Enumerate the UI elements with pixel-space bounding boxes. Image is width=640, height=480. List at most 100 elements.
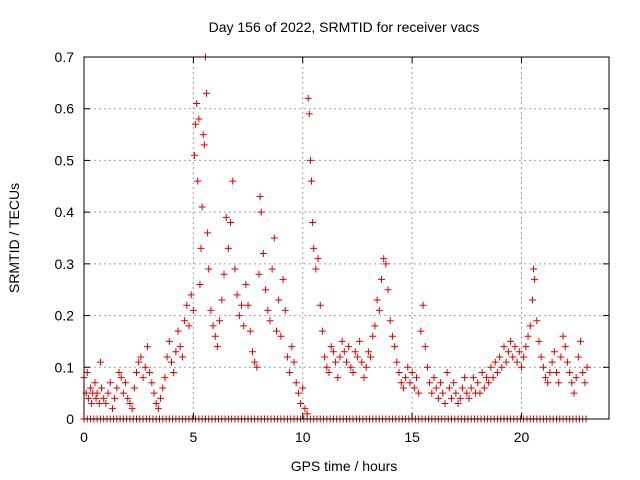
data-point <box>362 363 370 371</box>
data-point <box>345 343 353 351</box>
data-point <box>124 394 132 402</box>
data-point <box>561 343 569 351</box>
data-point <box>384 286 392 294</box>
data-point <box>240 322 248 330</box>
data-point <box>301 405 309 413</box>
data-point <box>487 363 495 371</box>
data-point <box>176 343 184 351</box>
data-point <box>329 348 337 356</box>
data-point <box>360 374 368 382</box>
data-point <box>178 353 186 361</box>
data-point <box>574 353 582 361</box>
data-point <box>304 94 312 102</box>
data-point <box>469 374 477 382</box>
data-point <box>275 296 283 304</box>
data-point <box>281 306 289 314</box>
data-point <box>143 343 151 351</box>
data-point <box>266 317 274 325</box>
data-point <box>213 343 221 351</box>
data-point <box>467 384 475 392</box>
data-point <box>426 379 434 387</box>
data-point <box>434 394 442 402</box>
data-point <box>537 353 545 361</box>
data-point <box>557 353 565 361</box>
axis-ticks <box>83 56 609 420</box>
data-point <box>248 348 256 356</box>
data-point <box>233 291 241 299</box>
data-point <box>531 275 539 283</box>
data-point <box>87 384 95 392</box>
data-point <box>181 317 189 325</box>
data-point <box>391 343 399 351</box>
data-point <box>183 301 191 309</box>
data-point <box>555 379 563 387</box>
data-point <box>563 358 571 366</box>
data-point <box>515 348 523 356</box>
x-tick-label: 15 <box>404 429 420 445</box>
data-point <box>308 177 315 185</box>
data-point <box>312 265 320 273</box>
data-point <box>198 203 206 211</box>
data-point <box>443 368 451 376</box>
data-point <box>572 374 580 382</box>
data-point <box>92 394 100 402</box>
data-point <box>227 218 235 226</box>
data-point <box>406 379 414 387</box>
data-point <box>524 332 532 340</box>
y-tick-label: 0.2 <box>55 308 75 324</box>
data-point <box>193 100 201 108</box>
data-point <box>502 358 510 366</box>
data-point <box>485 379 493 387</box>
data-point <box>96 358 104 366</box>
data-point <box>323 363 331 371</box>
data-point <box>461 374 469 382</box>
data-point <box>349 368 357 376</box>
data-point <box>452 389 460 397</box>
data-point <box>559 332 567 340</box>
y-tick-label: 0.7 <box>55 49 75 65</box>
data-point <box>83 368 91 376</box>
data-point <box>106 379 114 387</box>
data-point <box>382 260 390 268</box>
data-point <box>91 379 99 387</box>
data-point <box>309 218 317 226</box>
data-point <box>504 348 512 356</box>
data-point <box>533 317 541 325</box>
data-point <box>197 244 205 252</box>
y-tick-label: 0.4 <box>55 204 75 220</box>
data-point <box>273 327 280 335</box>
data-point <box>417 327 425 335</box>
data-point <box>432 384 440 392</box>
data-point <box>550 348 558 356</box>
data-point <box>161 374 169 382</box>
data-point <box>367 353 375 361</box>
x-tick-label: 10 <box>295 429 311 445</box>
data-point <box>150 389 158 397</box>
data-point <box>542 374 550 382</box>
data-point <box>270 234 278 242</box>
data-point <box>238 301 245 309</box>
data-point <box>511 343 519 351</box>
data-points <box>80 53 591 423</box>
data-point <box>332 358 340 366</box>
data-point <box>220 270 228 278</box>
data-point <box>187 291 195 299</box>
data-point <box>306 156 314 164</box>
data-point <box>386 317 394 325</box>
data-point <box>334 374 342 382</box>
data-point <box>474 379 482 387</box>
data-point <box>544 379 552 387</box>
data-point <box>526 322 534 330</box>
data-point <box>397 379 405 387</box>
data-point <box>478 368 486 376</box>
data-point <box>568 379 576 387</box>
data-point <box>404 363 412 371</box>
data-point <box>152 399 160 407</box>
data-point <box>380 255 388 263</box>
data-point <box>130 384 138 392</box>
data-point <box>520 353 528 361</box>
data-point <box>439 389 447 397</box>
data-point <box>268 265 276 273</box>
data-point <box>539 363 547 371</box>
data-point <box>336 353 344 361</box>
